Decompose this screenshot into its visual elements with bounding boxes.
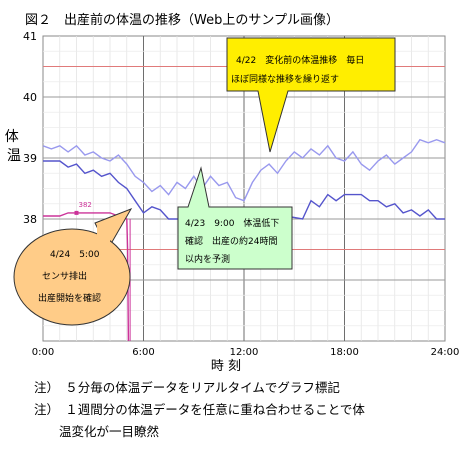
callout-yellow: 4/22 変化前の体温推移 毎日 ほぼ同様な推移を繰り返す	[226, 37, 396, 153]
callout-green-line-3: 以内を予測	[185, 253, 230, 265]
callout-yellow-line-2: ほぼ同様な推移を繰り返す	[231, 73, 339, 85]
series-line-1	[42, 138, 446, 202]
callout-orange-line-1: 4/24 5:00	[50, 250, 100, 260]
x-tick-labels: 0:00 6:00 12:00 18:00 24:00	[32, 347, 460, 358]
callout-orange-line-3: 出産開始を確認	[38, 292, 101, 304]
callout-green-line-1: 4/23 9:00 体温低下	[185, 217, 279, 229]
x-tick-label: 12:00	[230, 347, 259, 358]
chart-title: 図２ 出産前の体温の推移（Web上のサンプル画像）	[25, 12, 339, 28]
x-tick-label: 18:00	[330, 347, 359, 358]
note-1: 注） ５分毎の体温データをリアルタイムでグラフ標記	[34, 380, 340, 395]
x-tick-label: 0:00	[32, 347, 54, 358]
y-tick-label: 38	[23, 213, 37, 226]
y-tick-label: 40	[23, 91, 37, 104]
callout-green-line-2: 確認 出産の約24時間	[185, 235, 277, 247]
callout-yellow-line-1: 4/22 変化前の体温推移 毎日	[236, 54, 364, 66]
x-tick-label: 6:00	[132, 347, 154, 358]
point-markers: 382	[74, 201, 92, 215]
data-point-marker	[74, 210, 79, 215]
series-line-3	[43, 212, 130, 342]
callout-green: 4/23 9:00 体温低下 確認 出産の約24時間 以内を予測	[177, 166, 293, 270]
data-point-label: 382	[79, 201, 92, 209]
y-tick-label: 41	[23, 30, 37, 43]
note-2: 注） １週間分の体温データを任意に重ね合わせることで体	[34, 402, 365, 417]
callout-orange-line-2: センサ排出	[42, 270, 87, 282]
note-3: 温変化が一目瞭然	[34, 424, 160, 439]
x-tick-label: 24:00	[431, 347, 460, 358]
y-axis-label: 体 温	[5, 129, 23, 164]
x-axis-label: 時 刻	[211, 359, 241, 374]
temperature-chart: 図２ 出産前の体温の推移（Web上のサンプル画像） 4140393837 0:0…	[5, 12, 460, 374]
callout-orange: 4/24 5:00 センサ排出 出産開始を確認	[13, 208, 133, 326]
y-tick-label: 39	[23, 152, 37, 165]
